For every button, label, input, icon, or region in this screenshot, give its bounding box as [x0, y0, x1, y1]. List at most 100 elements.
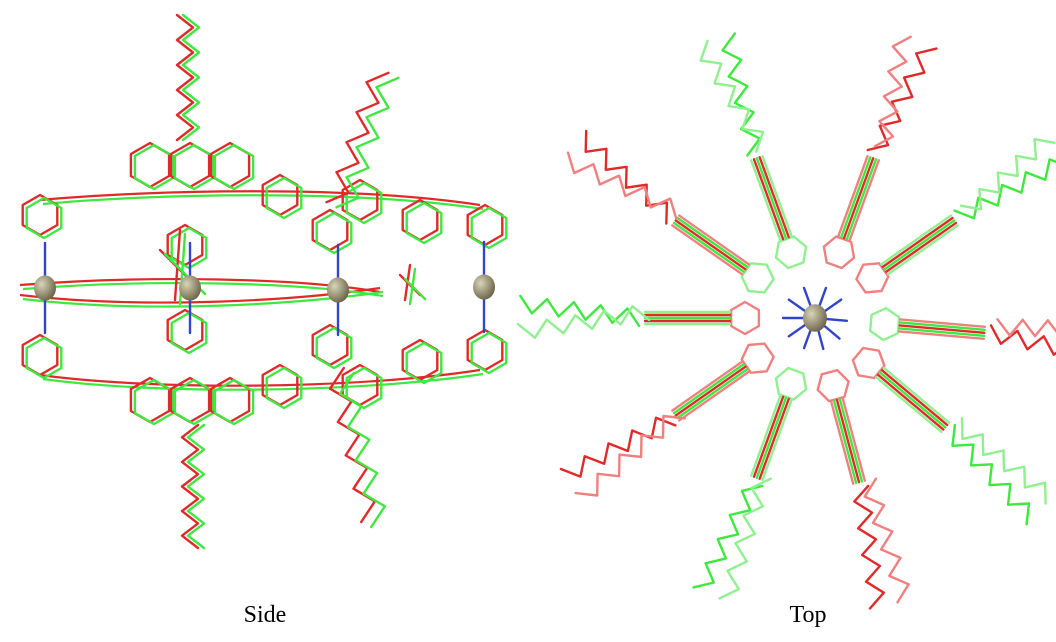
ring [25, 196, 63, 240]
bond [878, 371, 947, 429]
bond [897, 330, 986, 340]
caption-side: Side [244, 602, 287, 628]
chain [721, 32, 761, 157]
bond [671, 224, 744, 276]
bond [758, 397, 790, 480]
caption-top: Top [790, 602, 827, 628]
chain [853, 484, 885, 610]
bond [674, 365, 747, 417]
chain [996, 318, 1056, 338]
chain [519, 294, 641, 328]
chain [953, 158, 1056, 220]
chain [873, 35, 912, 148]
ring [405, 201, 443, 245]
chain [338, 371, 387, 529]
ring [265, 366, 303, 410]
bond [898, 324, 986, 335]
ring [774, 366, 808, 401]
chain [866, 47, 938, 152]
metal-atom [803, 304, 827, 332]
chain [181, 13, 201, 142]
chain [959, 137, 1056, 211]
bond [672, 221, 745, 273]
bond [835, 398, 861, 484]
bond [677, 214, 751, 266]
bond [671, 360, 744, 412]
ring [740, 262, 775, 294]
bond [403, 277, 427, 301]
ring [740, 342, 775, 374]
bond [755, 157, 788, 240]
bond [876, 373, 945, 431]
bond [761, 398, 793, 481]
bond [672, 363, 745, 415]
ring [405, 341, 443, 385]
ring [869, 307, 901, 342]
bond [841, 397, 866, 482]
chain [699, 39, 765, 153]
bond [898, 327, 986, 338]
bond [882, 366, 951, 424]
bond [848, 159, 880, 242]
bond [875, 376, 943, 434]
chain [328, 366, 377, 524]
chain [692, 484, 764, 589]
ring [816, 369, 850, 403]
bond [408, 267, 417, 306]
top-view-structure [516, 32, 1056, 610]
bond [676, 216, 749, 268]
chain [175, 13, 195, 142]
bond [840, 156, 872, 239]
metal-atom [327, 277, 349, 303]
bond [832, 399, 858, 485]
bond [674, 219, 747, 271]
ring [345, 366, 383, 410]
strand [39, 190, 481, 207]
ring [133, 378, 175, 426]
bond [752, 395, 785, 478]
bond [750, 394, 782, 477]
chain [566, 151, 678, 221]
ring [173, 143, 215, 191]
ring [170, 311, 208, 355]
bond [881, 216, 954, 268]
ring [729, 300, 761, 336]
bond [837, 155, 869, 238]
chain [960, 417, 1047, 505]
ring [315, 211, 353, 255]
chain [325, 71, 390, 204]
bond [842, 157, 875, 240]
chain [559, 416, 677, 478]
bond [880, 369, 949, 427]
bond [752, 158, 785, 241]
ring [855, 262, 890, 294]
ring [133, 143, 175, 191]
ring [265, 176, 303, 220]
chain [180, 423, 200, 550]
bond [845, 158, 878, 241]
bond [886, 224, 959, 276]
ring [470, 206, 508, 250]
ring [213, 378, 255, 426]
bond [755, 396, 788, 479]
chain [574, 414, 687, 497]
metal-atom [34, 275, 56, 301]
chain [516, 305, 651, 339]
ring [470, 331, 508, 375]
chain [186, 423, 206, 550]
metal-atom [179, 275, 201, 301]
chain [335, 76, 400, 209]
side-view-structure [19, 13, 508, 550]
bond [677, 370, 751, 422]
bond [750, 159, 782, 242]
bond [898, 321, 986, 332]
bond [898, 318, 987, 329]
bond [676, 368, 749, 420]
chain [863, 477, 910, 604]
bond [883, 219, 956, 271]
bond [885, 221, 958, 273]
bond [879, 214, 953, 266]
ring [851, 346, 886, 380]
chain [718, 477, 772, 600]
